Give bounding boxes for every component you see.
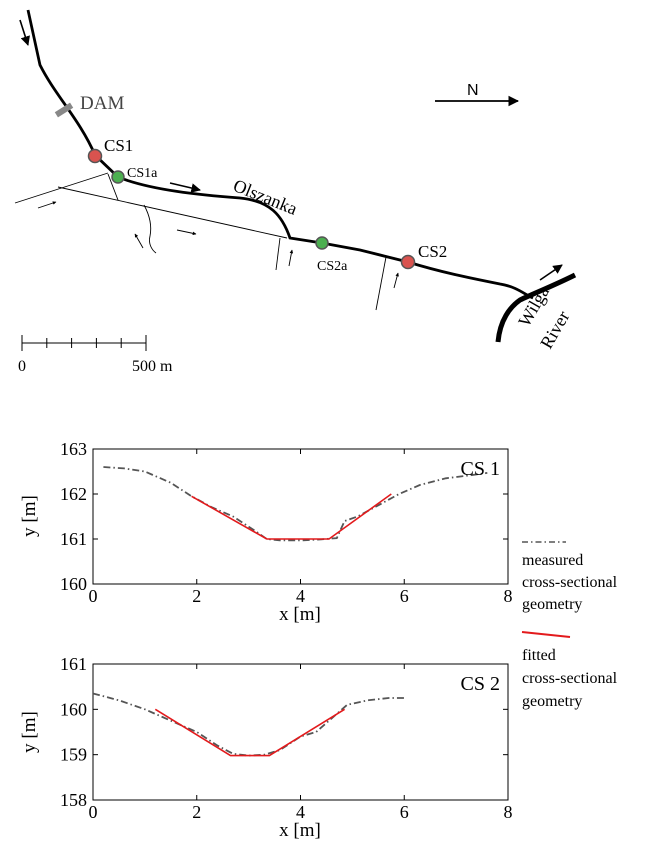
chart-cs2-xtick-labels: 0 2 4 6 8 xyxy=(89,802,513,822)
xtick-label: 6 xyxy=(400,802,409,822)
legend-fitted-swatch xyxy=(521,631,571,638)
tributary-line-cs2a xyxy=(275,237,281,271)
flow-arrow-olszanka xyxy=(169,182,201,193)
tributary-curve xyxy=(143,204,157,254)
small-arrow-5 xyxy=(393,272,399,289)
site-map: DAM CS1 CS1a Olszanka CS2a CS2 N Wilga R… xyxy=(14,9,577,375)
station-cs2a-label: CS2a xyxy=(317,259,348,274)
flow-arrow-top xyxy=(19,19,30,46)
chart-cs1-xlabel: x [m] xyxy=(279,604,321,625)
station-cs2-point xyxy=(400,254,416,270)
dam-label: DAM xyxy=(80,93,124,114)
chart-cs1-series xyxy=(103,466,488,542)
ytick-label: 162 xyxy=(60,484,87,504)
small-arrow-4 xyxy=(288,249,294,267)
station-cs1a-point xyxy=(111,170,125,184)
scale-start-label: 0 xyxy=(18,358,26,375)
small-arrow-3 xyxy=(176,229,197,236)
scale-bar: 0 500 m xyxy=(18,335,173,375)
xtick-label: 2 xyxy=(192,802,201,822)
chart-cs1-title: CS 1 xyxy=(461,458,500,480)
station-cs2a-point xyxy=(315,236,329,250)
river-name-label: Olszanka xyxy=(231,175,301,219)
chart-cs2-title: CS 2 xyxy=(461,673,500,695)
flow-arrow-wilga xyxy=(539,264,563,281)
station-cs1a-label: CS1a xyxy=(127,166,158,181)
station-cs2-label: CS2 xyxy=(418,242,447,261)
tributary-line-mid xyxy=(57,186,288,239)
chart-cs1-frame xyxy=(92,448,509,585)
chart-cs1-ytick-labels: 160 161 162 163 xyxy=(60,439,87,594)
olszanka-river-line xyxy=(26,9,534,300)
legend-measured-line2: cross-sectional xyxy=(522,574,618,591)
measured-geometry-line xyxy=(103,466,488,542)
ytick-label: 159 xyxy=(60,745,87,765)
dam-marker xyxy=(54,102,74,118)
chart-cs2-ytick-labels: 158 159 160 161 xyxy=(60,654,87,810)
xtick-label: 4 xyxy=(296,802,305,822)
small-arrow-2 xyxy=(134,233,144,249)
legend-fitted-line1: fitted xyxy=(522,647,556,664)
legend-fitted-line2: cross-sectional xyxy=(522,670,618,687)
xtick-label: 6 xyxy=(400,586,409,606)
river-label: River xyxy=(536,307,573,352)
xtick-label: 8 xyxy=(504,802,513,822)
station-cs1-point xyxy=(87,148,103,164)
small-arrow-1 xyxy=(37,201,57,209)
xtick-label: 8 xyxy=(504,586,513,606)
chart-cs1-ylabel: y [m] xyxy=(19,495,40,537)
chart-cs2-ticks xyxy=(92,663,509,801)
ytick-label: 163 xyxy=(60,439,87,459)
chart-cs2-ylabel: y [m] xyxy=(19,711,40,753)
ytick-label: 158 xyxy=(60,790,87,810)
tributary-line-cs2 xyxy=(375,256,387,311)
xtick-label: 0 xyxy=(89,586,98,606)
ytick-label: 160 xyxy=(60,574,87,594)
ytick-label: 161 xyxy=(60,654,87,674)
north-label: N xyxy=(467,82,479,99)
xtick-label: 2 xyxy=(192,586,201,606)
chart-cs1-ticks xyxy=(92,448,509,585)
chart-cs2-xlabel: x [m] xyxy=(279,820,321,841)
legend-measured-line1: measured xyxy=(522,552,583,569)
xtick-label: 0 xyxy=(89,802,98,822)
tributary-line-cs1a xyxy=(107,173,119,201)
legend-measured-line3: geometry xyxy=(522,596,582,613)
legend-fitted-line3: geometry xyxy=(522,693,582,710)
fitted-geometry-line xyxy=(191,493,392,540)
wilga-river-line xyxy=(495,272,577,343)
chart-cs2-frame xyxy=(92,663,509,801)
ytick-label: 161 xyxy=(60,529,87,549)
chart-cs1: 160 161 162 163 0 2 4 6 8 CS 1 x [m] y [m] xyxy=(19,439,513,625)
chart-cs2-series xyxy=(92,692,407,757)
scale-end-label: 500 m xyxy=(132,358,173,375)
measured-geometry-line xyxy=(92,692,407,757)
xtick-label: 4 xyxy=(296,586,305,606)
chart-cs2: 158 159 160 161 0 2 4 6 8 CS 2 x [m] y [m] xyxy=(19,654,513,841)
legend: measured cross-sectional geometry fitted… xyxy=(521,541,618,710)
chart-cs1-xtick-labels: 0 2 4 6 8 xyxy=(89,586,513,606)
station-cs1-label: CS1 xyxy=(104,136,133,155)
fitted-geometry-line xyxy=(154,708,346,757)
ytick-label: 160 xyxy=(60,699,87,719)
